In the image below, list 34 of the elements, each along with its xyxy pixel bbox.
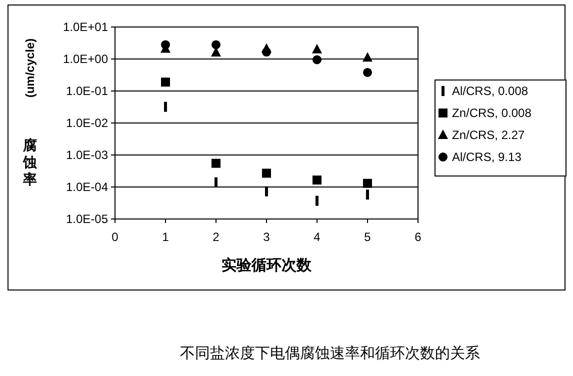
point <box>363 178 372 188</box>
legend-label: Zn/CRS, 0.008 <box>452 106 532 120</box>
text: 腐蚀率 <box>22 137 37 188</box>
point <box>212 40 220 50</box>
point <box>262 48 271 57</box>
y-axis-title: (um/cycle) <box>23 38 37 98</box>
point <box>161 78 170 87</box>
x-tick-label: 4 <box>314 230 321 244</box>
x-tick-label: 0 <box>112 230 119 244</box>
x-tick-label: 6 <box>414 230 422 244</box>
legend-label: Zn/CRS, 2.27 <box>452 128 526 142</box>
point <box>312 176 322 185</box>
point <box>312 44 322 54</box>
x-tick-label: 2 <box>212 230 220 244</box>
legend-label: Al/CRS, 9.13 <box>452 150 522 164</box>
point <box>312 55 322 64</box>
x-tick-label: 3 <box>263 230 270 244</box>
point <box>262 168 271 178</box>
point <box>363 68 372 77</box>
text: 不同盐浓度下电偶腐蚀速率和循环次数的关系 <box>180 345 480 362</box>
x-tick-label: 1 <box>162 230 170 244</box>
y-tick-label: 1.0E-04 <box>66 180 108 194</box>
x-tick-label: 5 <box>364 230 372 244</box>
y-tick-label: 1.0E-01 <box>66 84 108 98</box>
y-tick-label: 1.0E-05 <box>66 212 108 226</box>
legend-label: Al/CRS, 0.008 <box>452 84 528 98</box>
y-tick-label: 1.0E+00 <box>62 52 108 66</box>
y-tick-label: 1.0E-02 <box>66 116 108 130</box>
y-tick-label: 1.0E+01 <box>62 20 108 34</box>
point <box>362 52 372 62</box>
x-axis-title: 实验循环次数 <box>222 256 312 274</box>
y-tick-label: 1.0E-03 <box>66 148 108 162</box>
point <box>212 158 220 168</box>
point <box>161 40 170 50</box>
